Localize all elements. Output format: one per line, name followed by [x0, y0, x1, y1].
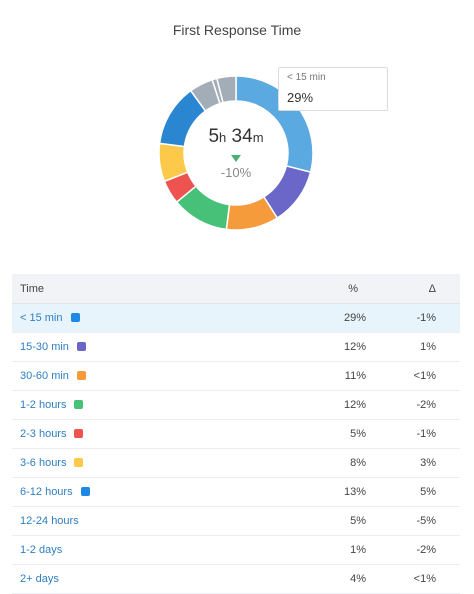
row-label: 3-6 hours [20, 457, 67, 469]
donut-slice[interactable] [215, 76, 237, 104]
row-percent: 8% [298, 448, 376, 478]
row-percent: 5% [298, 419, 376, 449]
row-label: 2-3 hours [20, 428, 67, 440]
table-row[interactable]: < 15 min 29% -1% [12, 303, 460, 333]
row-label-cell: 30-60 min [12, 361, 298, 391]
row-label-cell: 1-2 hours [12, 390, 298, 420]
row-label-cell: 2-3 hours [12, 419, 298, 449]
row-label-cell: 15-30 min [12, 332, 298, 362]
row-label: 2+ days [20, 573, 59, 585]
row-percent: 5% [298, 506, 376, 536]
row-label-cell: 6-12 hours [12, 477, 298, 507]
row-delta: -2% [376, 535, 460, 565]
row-label-cell: < 15 min [12, 303, 298, 333]
color-swatch-icon [74, 458, 84, 467]
color-swatch-icon [74, 400, 84, 409]
row-percent: 13% [298, 477, 376, 507]
table-row[interactable]: 12-24 hours 5% -5% [12, 506, 460, 536]
row-delta: -5% [376, 506, 460, 536]
color-swatch-icon [76, 342, 86, 351]
minutes-unit: m [252, 130, 264, 145]
row-percent: 4% [298, 564, 376, 594]
chart-tooltip: < 15 min 29% [278, 67, 388, 111]
row-label: 6-12 hours [20, 486, 73, 498]
table-row[interactable]: 2+ days 4% <1% [12, 564, 460, 594]
hours-unit: h [219, 130, 227, 145]
row-delta: 5% [376, 477, 460, 507]
row-label: 30-60 min [20, 370, 69, 382]
center-delta: -10% [220, 165, 252, 180]
hours-value: 5 [208, 126, 220, 147]
table-row[interactable]: 1-2 hours 12% -2% [12, 390, 460, 420]
row-delta: -1% [376, 419, 460, 449]
color-swatch-icon [76, 371, 86, 380]
header-percent[interactable]: % [298, 274, 376, 304]
header-time[interactable]: Time [12, 274, 298, 304]
color-swatch-icon [74, 429, 84, 438]
average-time: 5h 34m [159, 126, 313, 149]
donut-chart[interactable]: 5h 34m -10% [159, 76, 313, 230]
row-label-cell: 12-24 hours [12, 506, 298, 536]
row-delta: 3% [376, 448, 460, 478]
table-row[interactable]: 2-3 hours 5% -1% [12, 419, 460, 449]
table-body: < 15 min 29% -1% 15-30 min 12% 1% 30-60 min 11%… [12, 303, 460, 594]
row-label: 1-2 hours [20, 399, 67, 411]
color-swatch-icon [80, 487, 90, 496]
table-row[interactable]: 30-60 min 11% <1% [12, 361, 460, 391]
header-delta[interactable]: Δ [376, 274, 460, 304]
donut-center: 5h 34m -10% [159, 126, 313, 180]
row-percent: 11% [298, 361, 376, 391]
row-label: 1-2 days [20, 544, 63, 556]
row-percent: 1% [298, 535, 376, 565]
row-delta: 1% [376, 332, 460, 362]
table-row[interactable]: 15-30 min 12% 1% [12, 332, 460, 362]
chart-title: First Response Time [172, 22, 302, 38]
donut-svg[interactable] [159, 76, 313, 230]
row-delta: <1% [376, 564, 460, 594]
row-label: 15-30 min [20, 341, 69, 353]
row-label-cell: 1-2 days [12, 535, 298, 565]
row-label: < 15 min [20, 312, 63, 324]
table-row[interactable]: 3-6 hours 8% 3% [12, 448, 460, 478]
row-label-cell: 3-6 hours [12, 448, 298, 478]
color-swatch-icon [70, 313, 80, 322]
table-header-row: Time % Δ [12, 274, 460, 304]
row-delta: <1% [376, 361, 460, 391]
row-percent: 29% [298, 303, 376, 333]
tooltip-label: < 15 min [287, 72, 326, 83]
minutes-value: 34 [231, 126, 253, 147]
row-delta: -2% [376, 390, 460, 420]
row-delta: -1% [376, 303, 460, 333]
response-time-table: Time % Δ < 15 min 29% -1% 15-30 min 12% 1% 30-… [12, 274, 460, 594]
table-row[interactable]: 1-2 days 1% -2% [12, 535, 460, 565]
down-triangle-icon [231, 155, 241, 162]
row-percent: 12% [298, 332, 376, 362]
table-row[interactable]: 6-12 hours 13% 5% [12, 477, 460, 507]
row-percent: 12% [298, 390, 376, 420]
row-label: 12-24 hours [20, 515, 79, 527]
row-label-cell: 2+ days [12, 564, 298, 594]
tooltip-value: 29% [287, 90, 314, 105]
